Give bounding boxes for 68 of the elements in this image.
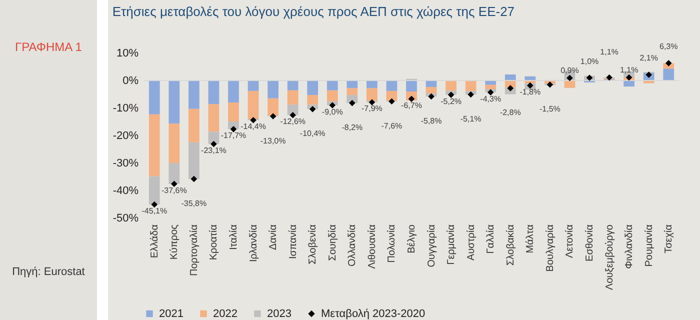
data-label: 0,9%	[560, 66, 579, 76]
x-tick-label: Βέλγιο	[406, 224, 418, 254]
y-tick-label: -50%	[112, 212, 139, 224]
data-label: -4,3%	[480, 94, 502, 104]
x-tick-label: Γερμανία	[446, 224, 458, 265]
data-label: 1,0%	[580, 56, 599, 66]
x-tick-label: Ιρλανδία	[248, 224, 260, 262]
y-tick-label: -10%	[112, 102, 139, 114]
x-tick-label: Μάλτα	[525, 224, 536, 254]
x-tick-label: Φινλανδία	[624, 224, 636, 269]
data-label: -12,6%	[280, 117, 306, 126]
x-tick-label: Κροατία	[208, 224, 220, 260]
data-label: -17,7%	[220, 131, 246, 140]
chart-title: Ετήσιες μεταβολές του λόγου χρέους προς ΑΕΠ στις χώρες της ΕΕ-27	[112, 4, 515, 20]
x-tick-label: Εσθονία	[584, 224, 596, 262]
x-tick-label: Πορτογαλία	[188, 224, 200, 276]
y-tick-label: 10%	[116, 48, 139, 60]
x-tick-label: Ιταλία	[228, 224, 240, 250]
data-label: 1,1%	[600, 47, 618, 56]
text: ΓΡΑΦΗΜΑ 1	[14, 40, 83, 54]
x-tick-label: Σουηδία	[327, 224, 338, 261]
x-tick-label: Πολωνία	[386, 224, 398, 263]
x-tick-label: Λετονία	[564, 224, 576, 258]
data-label: -14,4%	[240, 122, 266, 132]
data-label: -1,5%	[539, 104, 560, 114]
x-tick-label: Τσεχία	[664, 224, 675, 254]
data-label: -37,6%	[161, 186, 187, 195]
x-tick-label: Ολλανδία	[347, 224, 358, 266]
data-label: -5,1%	[460, 114, 482, 124]
data-label: -10,4%	[300, 129, 326, 138]
data-label: 6,3%	[660, 42, 678, 52]
data-label: -8,2%	[342, 123, 363, 132]
legend-label: 2022	[213, 308, 238, 320]
x-tick-label: Ισπανία	[288, 224, 299, 259]
x-tick-label: Δανία	[268, 224, 280, 250]
x-tick-label: Κύπρος	[169, 224, 180, 260]
data-label: -6,7%	[401, 100, 422, 110]
data-label: -7,6%	[381, 121, 402, 130]
x-tick-label: Σλοβενία	[308, 224, 319, 264]
x-tick-label: Ρουμανία	[644, 224, 655, 267]
legend-label: 2023	[267, 308, 292, 320]
data-label: -35,8%	[181, 198, 207, 208]
y-tick-label: -40%	[112, 185, 139, 197]
x-tick-label: Ουγγαρία	[426, 224, 438, 268]
x-tick-label: Λουξεμβούργο	[604, 224, 616, 290]
data-label: -23,1%	[201, 146, 226, 156]
data-label: -5,2%	[440, 96, 462, 106]
data-label: -1,8%	[520, 87, 541, 96]
x-tick-label: Γαλλία	[486, 224, 497, 254]
data-label: -45,1%	[142, 206, 168, 216]
data-label: -9,0%	[322, 107, 343, 116]
data-label: -13,0%	[260, 136, 286, 146]
text: Πηγή: Eurostat	[11, 266, 86, 278]
x-tick-label: Σλοβακία	[505, 224, 516, 266]
data-label: -2,8%	[500, 108, 521, 118]
x-tick-label: Αυστρία	[466, 224, 477, 260]
y-tick-label: -20%	[112, 130, 139, 142]
legend-label: 2021	[159, 308, 184, 320]
data-label: -5,8%	[420, 116, 442, 126]
data-label: 1,1%	[620, 65, 638, 74]
x-tick-label: Λιθουανία	[366, 224, 378, 269]
x-tick-label: Ελλάδα	[149, 224, 160, 258]
x-tick-label: Βουλγαρία	[544, 224, 556, 272]
y-tick-label: 0%	[122, 75, 139, 87]
data-label: 2,1%	[640, 54, 658, 63]
data-label: -7,9%	[361, 104, 382, 114]
y-tick-label: -30%	[112, 158, 139, 170]
legend-label: Μεταβολή 2023-2020	[321, 308, 426, 320]
